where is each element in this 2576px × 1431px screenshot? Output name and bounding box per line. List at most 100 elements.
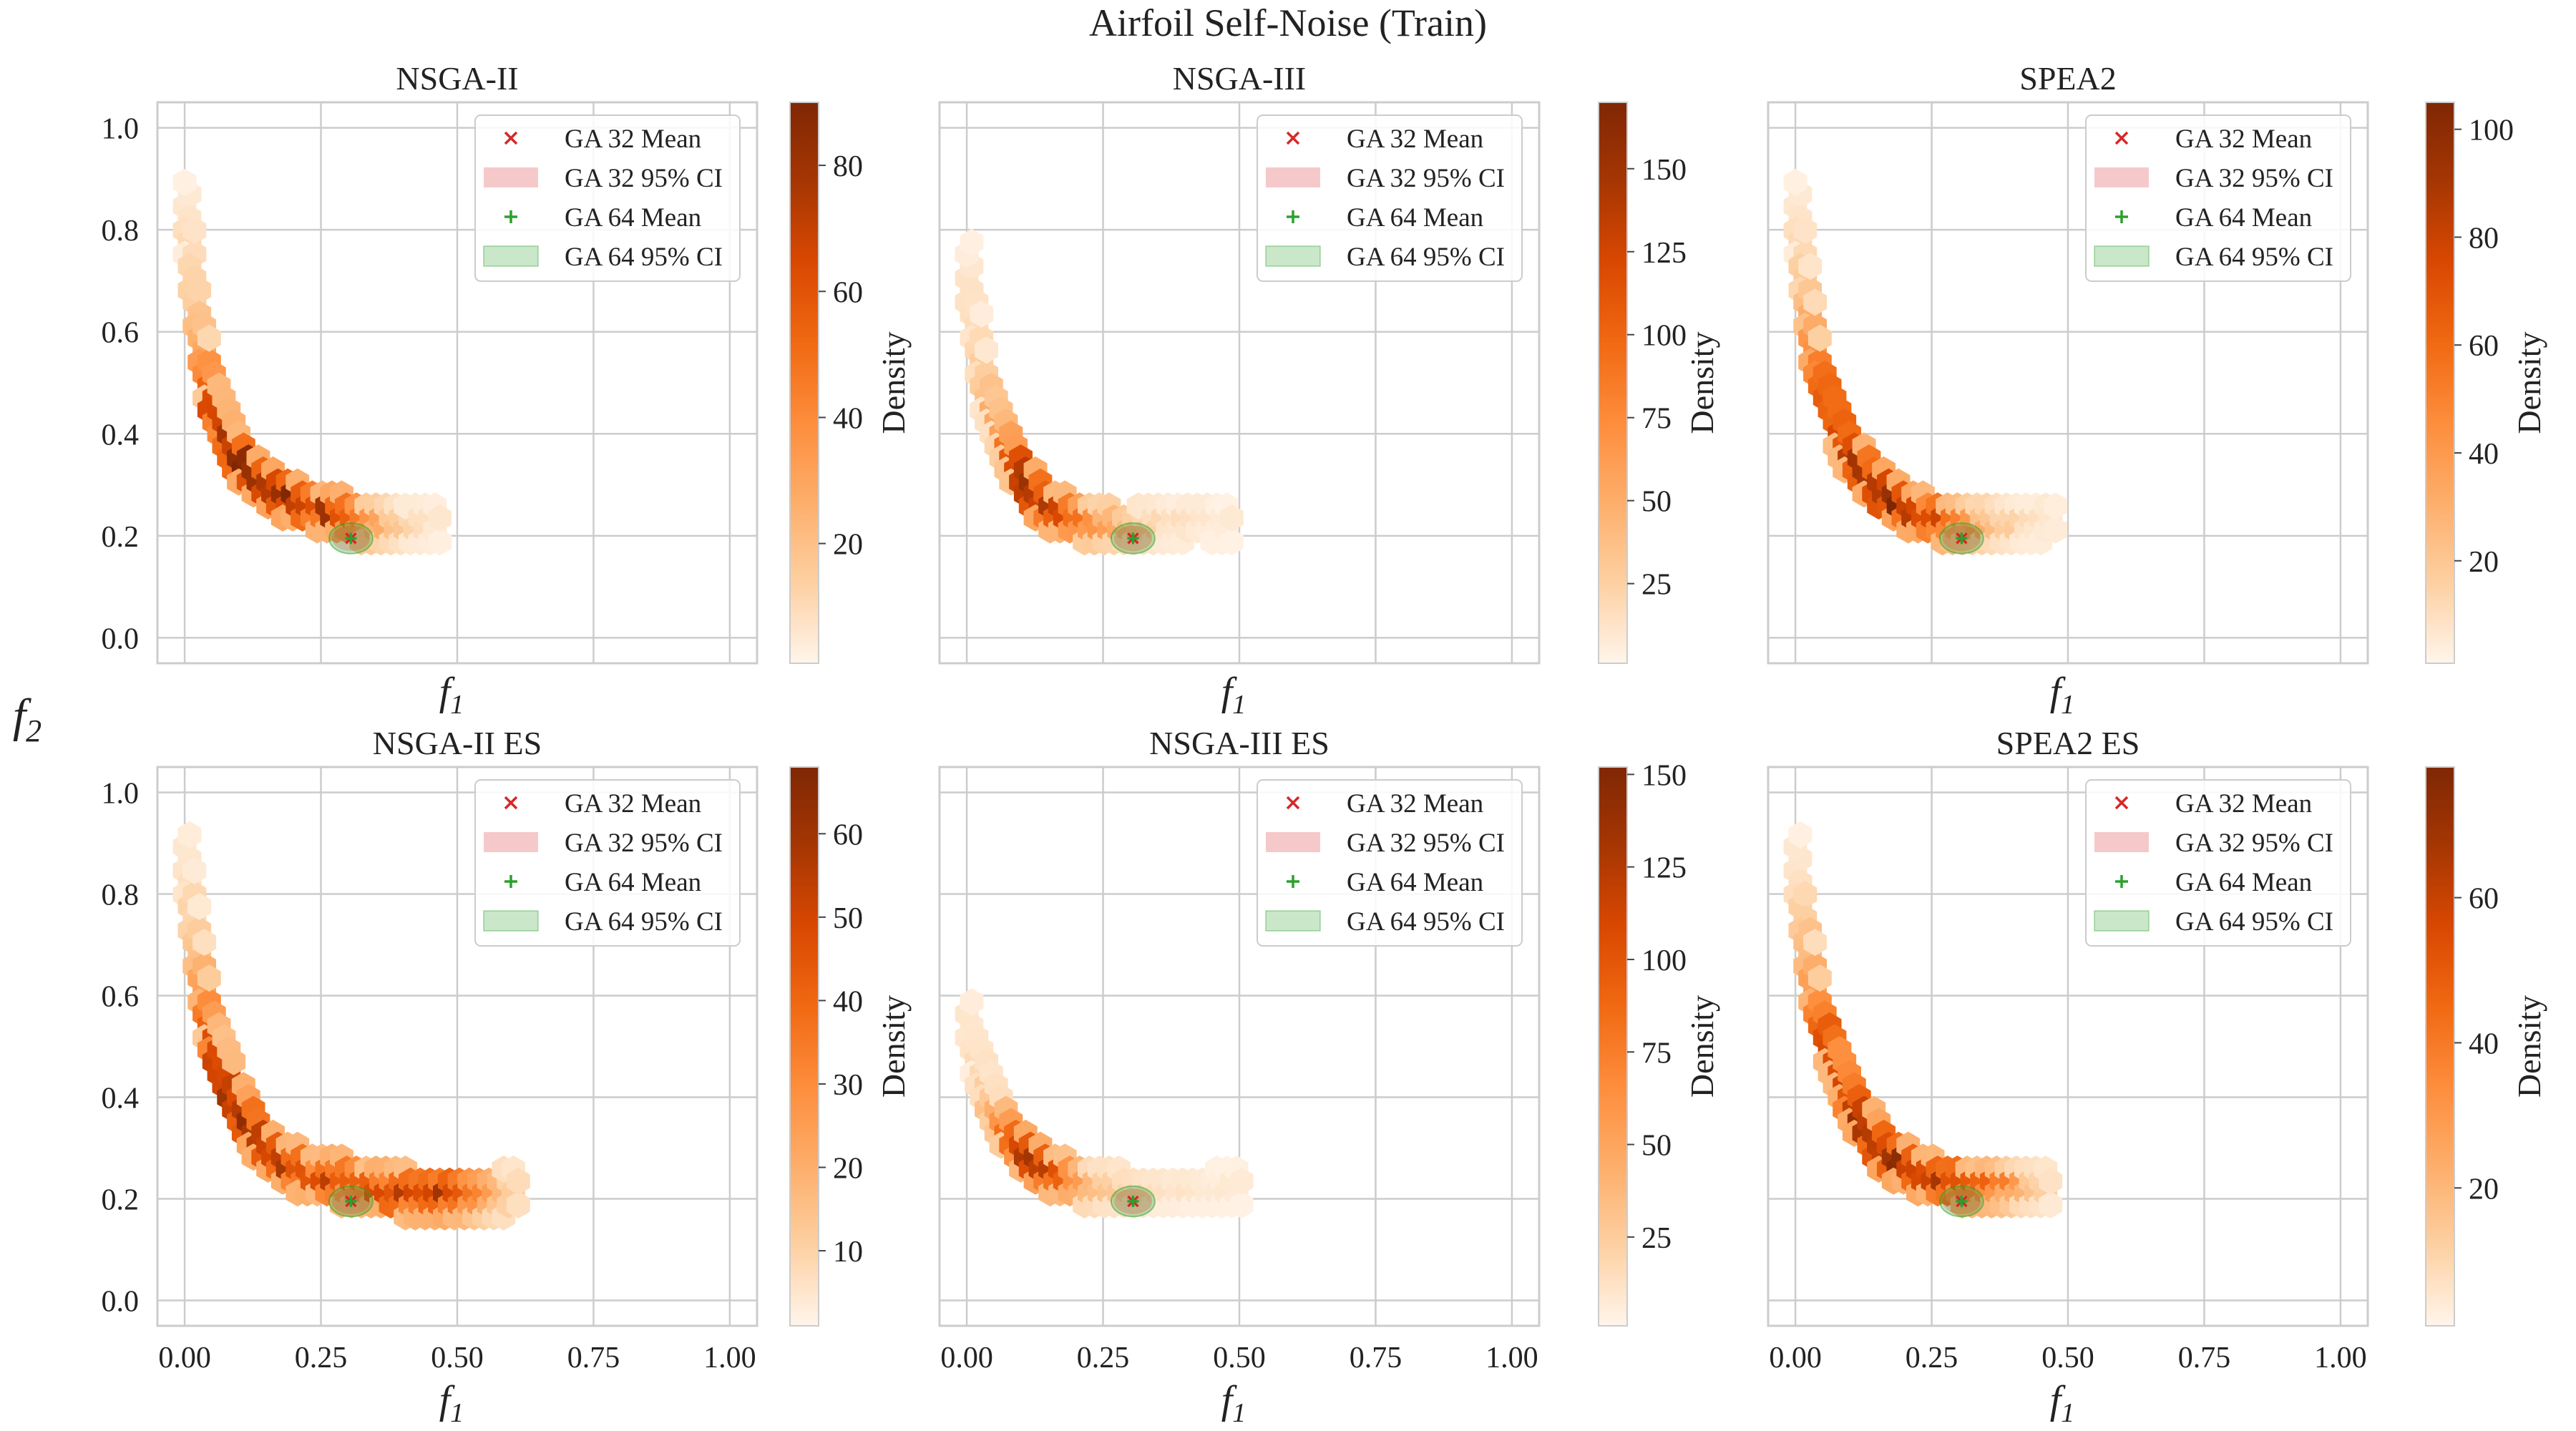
x-axis-label: f1 [2050,1378,2075,1428]
x-tick-label: 1.00 [2314,1342,2367,1374]
legend-label: GA 64 Mean [2175,868,2312,897]
hexbin-cell [2044,516,2067,544]
legend: GA 32 Mean GA 32 95% CI GA 64 Mean GA 64 95… [474,114,741,282]
hexbin-cell [2039,1167,2063,1195]
ga64-mean-marker [345,532,357,544]
colorbar-label: Density [875,331,912,434]
legend-ga64-mean-icon [2115,210,2128,223]
colorbar: 20 40 60 Density [2425,766,2547,1327]
hexbin-cell [970,301,994,328]
hexbin-cell [1788,821,1813,849]
ga64-mean-marker [1956,532,1968,544]
legend-label: GA 64 Mean [565,203,701,233]
y-tick-label: 1.0 [102,778,140,811]
colorbar-label: Density [875,995,912,1098]
hexbin-cell [222,1047,246,1075]
hexbin-cell [1803,929,1827,956]
ga64-mean-marker [1127,532,1139,544]
hexbin-cell [1807,324,1832,352]
colorbar-tick-label: 60 [833,276,863,309]
legend-label: GA 64 Mean [1347,868,1483,897]
colorbar: 25 50 75 100 125 150 Density [1598,759,1720,1327]
legend-ga32-ci-swatch [484,832,538,852]
hexbin-cells [955,988,1254,1218]
legend-frame [1257,779,1523,947]
x-label-sub: 1 [2061,690,2074,720]
hexbin-cell [428,504,452,532]
hexbin-cell [187,276,212,304]
x-label-sub: 1 [450,1398,464,1428]
legend-label: GA 64 95% CI [1347,243,1505,272]
y-label-sub: 2 [26,713,42,748]
legend-ga32-ci-swatch [1266,832,1320,852]
y-tick-label: 0.6 [102,317,140,350]
colorbar-tick-label: 75 [1641,403,1672,436]
x-tick-label: 0.50 [2041,1342,2094,1374]
legend-ga64-ci-swatch [2094,245,2150,267]
legend-ga64-mean-icon [1287,210,1299,223]
colorbar-tick-label: 25 [1641,569,1672,602]
colorbar-gradient [2425,766,2455,1327]
x-label-sub: 1 [2061,1398,2074,1428]
panel-title: NSGA-II [396,60,518,97]
legend: GA 32 Mean GA 32 95% CI GA 64 Mean GA 64 95… [474,779,741,947]
y-tick-label: 0.0 [102,622,140,655]
legend-frame [1257,114,1523,282]
x-axis-label: f1 [1221,670,1246,720]
panel-title: SPEA2 ES [1996,725,2140,761]
colorbar: 25 50 75 100 125 150 Density [1598,102,1720,664]
legend-label: GA 64 Mean [2175,203,2312,233]
colorbar-tick-label: 50 [833,902,863,935]
colorbar-tick-label: 100 [1641,320,1687,353]
colorbar-tick-label: 20 [833,1153,863,1186]
hexbin-cell [960,228,984,256]
legend-ga64-ci-swatch [1265,910,1321,932]
legend-label: GA 64 95% CI [2175,243,2333,272]
hexbin-cell [1219,528,1244,556]
legend-label: GA 32 Mean [2175,789,2312,819]
x-tick-label: 0.75 [567,1342,620,1374]
colorbar-tick-label: 25 [1641,1222,1672,1255]
legend-ga32-ci-swatch [2094,167,2149,187]
x-tick-label: 1.00 [703,1342,756,1374]
hexbin-cells [955,228,1244,556]
legend-label: GA 32 95% CI [2175,164,2333,193]
legend-label: GA 64 Mean [565,868,701,897]
y-tick-label: 0.8 [102,215,140,248]
hexbin-cell [1807,964,1832,992]
hexbin-cell [428,528,452,556]
y-tick-label: 0.2 [102,1184,140,1217]
colorbar: 20 40 60 80 100 Density [2425,102,2547,664]
panel-title: NSGA-III [1173,60,1307,97]
hexbin-cell [187,892,212,920]
x-tick-label: 0.00 [158,1342,211,1374]
legend-ga64-mean-icon [504,210,517,223]
ga64-mean-marker [1956,1196,1968,1208]
y-tick-label: 0.4 [102,419,140,451]
hexbin-cell [975,336,998,364]
legend-label: GA 64 95% CI [565,243,723,272]
y-tick-label: 0.8 [102,879,140,912]
hexbin-cells [172,821,530,1231]
legend-ga32-mean-icon [504,131,518,145]
colorbar-gradient [789,102,819,664]
legend-ga32-mean-icon [1286,796,1300,810]
legend-ga32-ci-swatch [2094,832,2149,852]
x-tick-label: 0.00 [1769,1342,1822,1374]
legend-ga32-ci-swatch [484,167,538,187]
legend-label: GA 32 Mean [565,124,701,154]
legend-label: GA 32 Mean [1347,789,1483,819]
legend-ga64-ci-swatch [1265,245,1321,267]
colorbar-tick-label: 60 [2469,883,2499,916]
hexbin-cells [1783,168,2067,556]
hexbin-cell [192,929,216,956]
panel-5: SPEA2 ES 0.00 0.25 0.50 0.75 1.00 f1 GA 32 Mean… [1767,725,2547,1428]
colorbar-label: Density [1684,995,1720,1098]
hexbin-cell [1798,253,1823,280]
legend-ga64-ci-swatch [483,910,539,932]
colorbar-tick-label: 150 [1641,154,1687,187]
